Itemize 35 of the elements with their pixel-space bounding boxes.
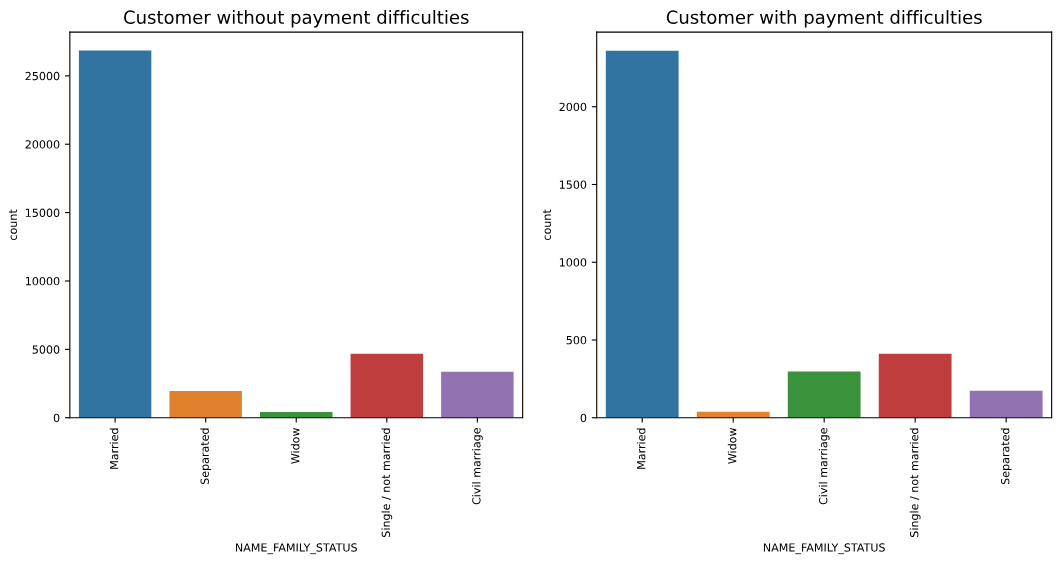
bar	[350, 353, 424, 418]
bar	[878, 353, 952, 418]
x-axis-title: NAME_FAMILY_STATUS	[236, 543, 357, 555]
bar	[969, 390, 1043, 418]
x-axis-title: NAME_FAMILY_STATUS	[763, 543, 885, 555]
bar	[78, 50, 152, 418]
x-tick-label: Widow	[290, 427, 300, 464]
x-tick-label: Single / not married	[909, 428, 921, 537]
bar	[787, 371, 861, 418]
y-axis-title: count	[9, 209, 18, 240]
chart-title: Customer without payment difficulties	[124, 10, 469, 28]
x-tick-label: Single / not married	[381, 428, 393, 537]
x-tick-label: Separated	[200, 428, 212, 485]
y-tick-label: 15000	[25, 208, 60, 217]
y-tick-label: 5000	[32, 345, 60, 354]
x-tick-label: Civil marriage	[471, 428, 483, 505]
y-axis-title: count	[543, 209, 551, 240]
y-tick-label: 0	[53, 413, 60, 423]
y-tick-label: 25000	[25, 71, 60, 81]
x-tick-label: Civil marriage	[818, 428, 830, 505]
y-tick-label: 1500	[559, 180, 587, 189]
bar	[169, 391, 242, 418]
chart-title: Customer with payment difficulties	[666, 10, 982, 28]
bar	[441, 371, 514, 418]
x-tick-label: Widow	[727, 427, 737, 464]
y-tick-label: 20000	[25, 140, 60, 149]
x-tick-label: Married	[636, 428, 646, 469]
x-tick-label: Separated	[1000, 428, 1012, 485]
y-tick-label: 0	[580, 413, 587, 423]
y-tick-label: 2000	[559, 102, 587, 112]
y-tick-label: 1000	[559, 258, 587, 267]
bar	[605, 50, 679, 418]
y-tick-label: 10000	[25, 276, 60, 286]
x-tick-label: Married	[109, 428, 119, 469]
y-tick-label: 500	[566, 335, 587, 345]
